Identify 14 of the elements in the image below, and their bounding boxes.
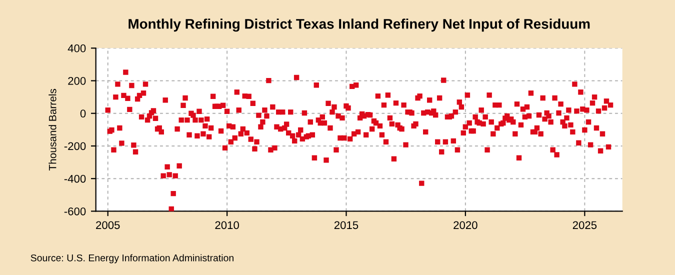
x-tick-label: 2015 <box>334 221 358 230</box>
y-tick-label: 0 <box>80 110 86 118</box>
y-tick-label: 200 <box>68 77 86 85</box>
x-tick-label: 2010 <box>215 221 239 230</box>
source-note: Source: U.S. Energy Information Administration <box>30 254 234 264</box>
y-tick-label: -600 <box>64 207 86 216</box>
x-tick-label: 2020 <box>454 221 478 230</box>
chart-title: Monthly Refining District Texas Inland Refinery Net Input of Residuum <box>128 18 590 32</box>
y-axis-title: Thousand Barrels <box>48 88 56 171</box>
y-tick-label: 400 <box>68 44 86 52</box>
y-tick-label: -400 <box>64 174 86 183</box>
x-tick-label: 2025 <box>572 221 597 230</box>
x-tick-label: 2005 <box>96 221 120 230</box>
y-tick-label: -200 <box>64 142 86 150</box>
